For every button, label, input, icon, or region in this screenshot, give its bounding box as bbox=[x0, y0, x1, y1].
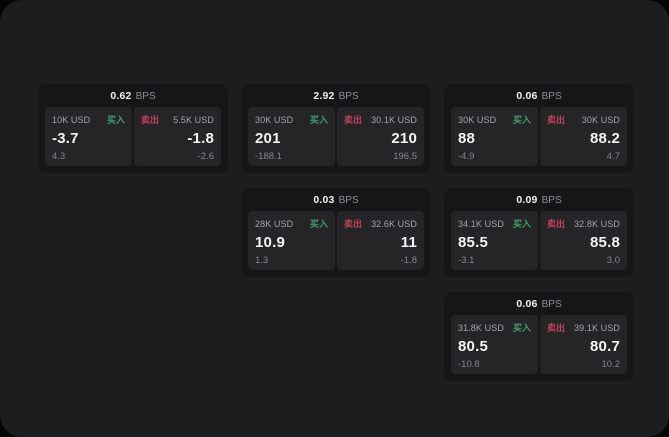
bps-unit-label: BPS bbox=[135, 90, 156, 102]
buy-tile[interactable]: 34.1K USD 买入 85.5 -3.1 bbox=[451, 211, 538, 270]
quote-body: 30K USD 买入 88 -4.9 卖出 30K USD 88.2 4.7 bbox=[451, 107, 627, 166]
sell-main-value: 88.2 bbox=[590, 130, 620, 148]
quote-body: 30K USD 买入 201 -188.1 卖出 30.1K USD 210 1… bbox=[248, 107, 424, 166]
buy-amount-label: 10K USD bbox=[52, 114, 91, 125]
bps-value: 0.06 bbox=[516, 90, 538, 102]
buy-side-tag: 买入 bbox=[106, 115, 125, 125]
buy-amount-label: 31.8K USD bbox=[458, 322, 504, 333]
buy-main-value: 85.5 bbox=[458, 234, 488, 252]
buy-amount-label: 30K USD bbox=[458, 114, 497, 125]
bps-header: 0.03 BPS bbox=[241, 188, 431, 209]
bps-unit-label: BPS bbox=[338, 90, 359, 102]
buy-tile[interactable]: 31.8K USD 买入 80.5 -10.8 bbox=[451, 315, 538, 374]
buy-main-value: -3.7 bbox=[52, 130, 79, 148]
sell-change-value: -2.6 bbox=[197, 150, 214, 162]
sell-amount-label: 5.5K USD bbox=[173, 114, 214, 125]
sell-side-tag: 卖出 bbox=[344, 219, 363, 229]
quote-card-grid: 0.62 BPS 10K USD 买入 -3.7 4.3 卖出 5.5K USD bbox=[38, 84, 634, 381]
buy-main-value: 201 bbox=[255, 130, 281, 148]
bps-unit-label: BPS bbox=[541, 194, 562, 206]
quote-body: 10K USD 买入 -3.7 4.3 卖出 5.5K USD -1.8 -2.… bbox=[45, 107, 221, 166]
sell-main-value: 210 bbox=[391, 130, 417, 148]
sell-tile[interactable]: 卖出 32.6K USD 11 -1.8 bbox=[337, 211, 424, 270]
buy-main-value: 80.5 bbox=[458, 338, 488, 356]
buy-side-tag: 买入 bbox=[512, 219, 531, 229]
sell-amount-label: 32.8K USD bbox=[574, 218, 620, 229]
quote-card[interactable]: 2.92 BPS 30K USD 买入 201 -188.1 卖出 30.1K … bbox=[241, 84, 431, 173]
buy-amount-label: 30K USD bbox=[255, 114, 294, 125]
bps-header: 0.06 BPS bbox=[444, 292, 634, 313]
sell-change-value: 196.5 bbox=[393, 150, 417, 162]
sell-side-tag: 卖出 bbox=[547, 115, 566, 125]
sell-main-value: 80.7 bbox=[590, 338, 620, 356]
buy-amount-label: 34.1K USD bbox=[458, 218, 504, 229]
bps-unit-label: BPS bbox=[541, 298, 562, 310]
bps-header: 2.92 BPS bbox=[241, 84, 431, 105]
bps-header: 0.06 BPS bbox=[444, 84, 634, 105]
quote-card[interactable]: 0.62 BPS 10K USD 买入 -3.7 4.3 卖出 5.5K USD bbox=[38, 84, 228, 173]
sell-tile[interactable]: 卖出 5.5K USD -1.8 -2.6 bbox=[134, 107, 221, 166]
quote-body: 28K USD 买入 10.9 1.3 卖出 32.6K USD 11 -1.8 bbox=[248, 211, 424, 270]
bps-value: 0.03 bbox=[313, 194, 335, 206]
buy-main-value: 10.9 bbox=[255, 234, 285, 252]
bps-unit-label: BPS bbox=[338, 194, 359, 206]
sell-main-value: 11 bbox=[400, 234, 417, 252]
quote-body: 31.8K USD 买入 80.5 -10.8 卖出 39.1K USD 80.… bbox=[451, 315, 627, 374]
sell-side-tag: 卖出 bbox=[547, 323, 566, 333]
sell-change-value: 10.2 bbox=[601, 358, 621, 370]
sell-main-value: 85.8 bbox=[590, 234, 620, 252]
buy-change-value: -4.9 bbox=[458, 150, 475, 162]
sell-amount-label: 32.6K USD bbox=[371, 218, 417, 229]
sell-tile[interactable]: 卖出 32.8K USD 85.8 3.0 bbox=[540, 211, 627, 270]
buy-tile[interactable]: 30K USD 买入 88 -4.9 bbox=[451, 107, 538, 166]
buy-tile[interactable]: 28K USD 买入 10.9 1.3 bbox=[248, 211, 335, 270]
bps-header: 0.62 BPS bbox=[38, 84, 228, 105]
buy-main-value: 88 bbox=[458, 130, 476, 148]
sell-amount-label: 30K USD bbox=[581, 114, 620, 125]
sell-main-value: -1.8 bbox=[187, 130, 214, 148]
sell-amount-label: 39.1K USD bbox=[574, 322, 620, 333]
sell-tile[interactable]: 卖出 30.1K USD 210 196.5 bbox=[337, 107, 424, 166]
buy-change-value: 1.3 bbox=[255, 254, 269, 266]
buy-side-tag: 买入 bbox=[309, 219, 328, 229]
quote-card[interactable]: 0.03 BPS 28K USD 买入 10.9 1.3 卖出 32.6K US… bbox=[241, 188, 431, 277]
buy-tile[interactable]: 10K USD 买入 -3.7 4.3 bbox=[45, 107, 132, 166]
buy-change-value: -188.1 bbox=[255, 150, 282, 162]
bps-header: 0.09 BPS bbox=[444, 188, 634, 209]
quote-card[interactable]: 0.06 BPS 31.8K USD 买入 80.5 -10.8 卖出 39.1… bbox=[444, 292, 634, 381]
sell-side-tag: 卖出 bbox=[547, 219, 566, 229]
sell-tile[interactable]: 卖出 39.1K USD 80.7 10.2 bbox=[540, 315, 627, 374]
quote-card[interactable]: 0.09 BPS 34.1K USD 买入 85.5 -3.1 卖出 32.8K… bbox=[444, 188, 634, 277]
bps-value: 0.06 bbox=[516, 298, 538, 310]
sell-side-tag: 卖出 bbox=[141, 115, 160, 125]
sell-change-value: 3.0 bbox=[606, 254, 620, 266]
buy-change-value: -3.1 bbox=[458, 254, 475, 266]
bps-value: 2.92 bbox=[313, 90, 335, 102]
sell-change-value: 4.7 bbox=[606, 150, 620, 162]
buy-tile[interactable]: 30K USD 买入 201 -188.1 bbox=[248, 107, 335, 166]
buy-side-tag: 买入 bbox=[512, 323, 531, 333]
bps-value: 0.09 bbox=[516, 194, 538, 206]
bps-value: 0.62 bbox=[110, 90, 132, 102]
sell-tile[interactable]: 卖出 30K USD 88.2 4.7 bbox=[540, 107, 627, 166]
buy-change-value: -10.8 bbox=[458, 358, 480, 370]
buy-change-value: 4.3 bbox=[52, 150, 66, 162]
quote-card[interactable]: 0.06 BPS 30K USD 买入 88 -4.9 卖出 30K USD bbox=[444, 84, 634, 173]
buy-amount-label: 28K USD bbox=[255, 218, 294, 229]
bps-unit-label: BPS bbox=[541, 90, 562, 102]
quote-body: 34.1K USD 买入 85.5 -3.1 卖出 32.8K USD 85.8… bbox=[451, 211, 627, 270]
sell-change-value: -1.8 bbox=[400, 254, 417, 266]
buy-side-tag: 买入 bbox=[309, 115, 328, 125]
sell-amount-label: 30.1K USD bbox=[371, 114, 417, 125]
buy-side-tag: 买入 bbox=[512, 115, 531, 125]
sell-side-tag: 卖出 bbox=[344, 115, 363, 125]
